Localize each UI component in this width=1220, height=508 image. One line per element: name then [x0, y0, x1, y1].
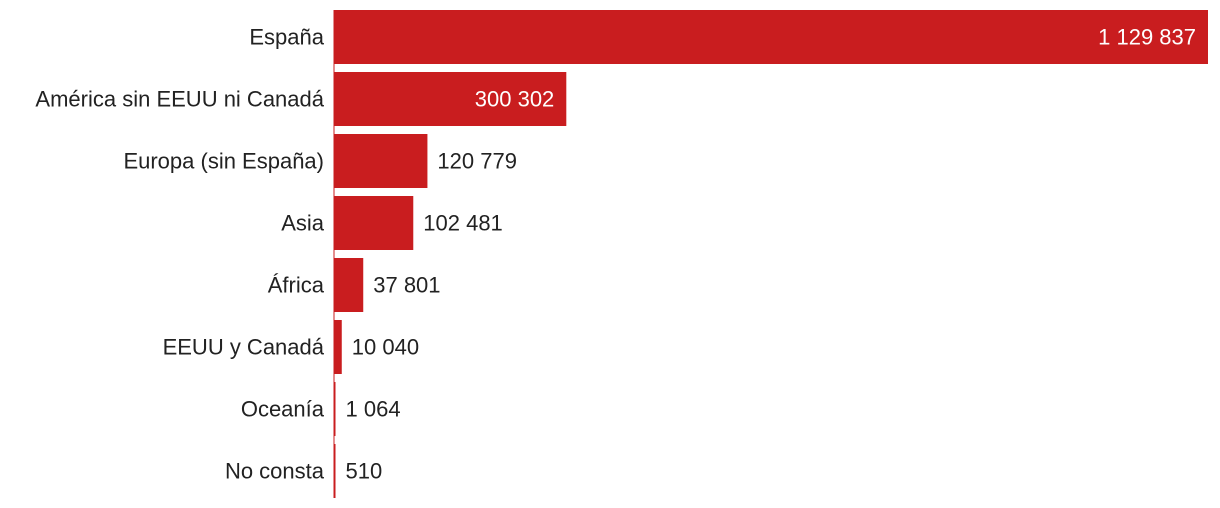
value-label: 10 040 — [352, 335, 419, 360]
category-label: Asia — [281, 211, 325, 236]
category-label: América sin EEUU ni Canadá — [35, 87, 324, 112]
bars-group — [334, 10, 1208, 498]
value-label: 510 — [346, 459, 383, 484]
bar — [334, 258, 364, 312]
value-label: 1 064 — [346, 397, 401, 422]
category-label: EEUU y Canadá — [163, 335, 325, 360]
value-labels-group: 1 129 837 300 302 120 779 102 481 37 801 10 0… — [346, 25, 1197, 484]
category-label: España — [249, 25, 324, 50]
value-label: 120 779 — [437, 149, 517, 174]
bar — [334, 196, 414, 250]
bar — [334, 444, 336, 498]
bar — [334, 382, 336, 436]
category-label: Europa (sin España) — [123, 149, 324, 174]
value-label: 37 801 — [373, 273, 440, 298]
bar — [334, 134, 428, 188]
value-label: 300 302 — [475, 87, 555, 112]
category-label: Oceanía — [241, 397, 325, 422]
bar — [334, 72, 567, 126]
bar — [334, 320, 342, 374]
category-label: África — [268, 273, 325, 298]
category-label: No consta — [225, 459, 325, 484]
value-label: 1 129 837 — [1098, 25, 1196, 50]
category-labels-group: España América sin EEUU ni Canadá Europa (… — [35, 25, 324, 484]
value-label: 102 481 — [423, 211, 503, 236]
bar — [334, 10, 1208, 64]
